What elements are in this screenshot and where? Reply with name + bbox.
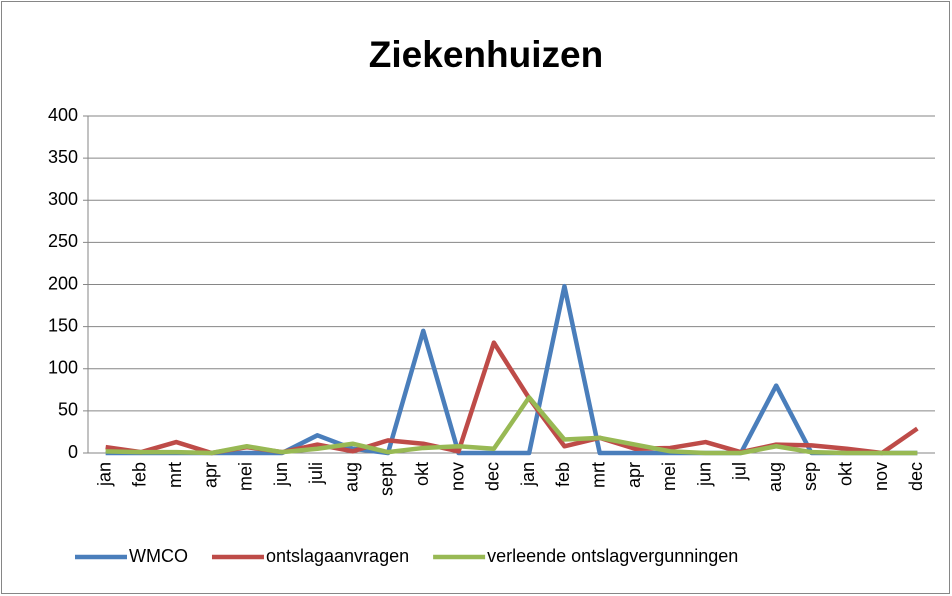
legend-label: verleende ontslagvergunningen [487,546,738,566]
series-line [105,395,918,456]
x-tick-label: okt [412,462,432,486]
x-tick-label: nov [871,462,891,491]
x-tick-label: jul [730,462,750,481]
y-tick-label: 400 [48,105,78,125]
x-tick-label: dec [906,462,926,491]
x-tick-label: jan [94,462,114,487]
y-tick-label: 250 [48,231,78,251]
y-tick-label: 300 [48,189,78,209]
y-tick-label: 50 [58,400,78,420]
x-tick-label: jun [694,462,714,487]
x-tick-label: aug [765,462,785,492]
x-tick-label: mei [659,462,679,491]
x-tick-label: dec [483,462,503,491]
x-tick-label: sept [377,462,397,496]
y-tick-label: 0 [68,442,78,462]
legend-label: WMCO [129,546,188,566]
series-line [105,283,918,456]
x-tick-label: mei [236,462,256,491]
x-tick-label: aug [341,462,361,492]
legend-label: ontslagaanvragen [266,546,409,566]
y-tick-label: 100 [48,358,78,378]
x-tick-label: jan [518,462,538,487]
x-tick-label: apr [200,462,220,488]
x-tick-label: mrt [588,462,608,488]
y-tick-label: 150 [48,315,78,335]
y-tick-label: 200 [48,273,78,293]
x-tick-label: feb [130,462,150,487]
x-tick-label: apr [624,462,644,488]
x-tick-label: feb [553,462,573,487]
x-tick-label: sep [800,462,820,491]
x-tick-label: mrt [165,462,185,488]
chart-title: Ziekenhuizen [369,34,603,75]
y-tick-label: 350 [48,147,78,167]
x-tick-label: nov [447,462,467,491]
x-tick-label: juli [306,462,326,485]
x-tick-label: jun [271,462,291,487]
x-tick-label: okt [836,462,856,486]
